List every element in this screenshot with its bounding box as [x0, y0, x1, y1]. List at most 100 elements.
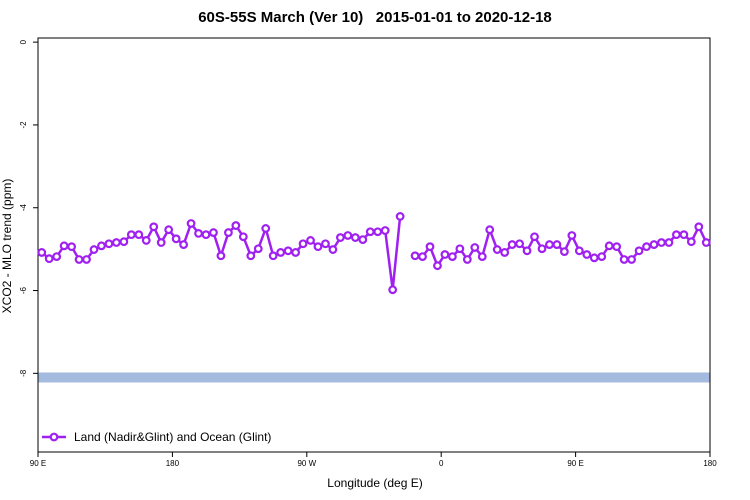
data-point	[149, 222, 159, 232]
data-point	[74, 255, 84, 264]
data-point	[485, 225, 495, 235]
data-point	[104, 239, 114, 249]
x-tick-label: 0	[439, 459, 444, 468]
y-tick-label: -6	[19, 286, 28, 294]
data-point	[522, 246, 532, 256]
data-point	[448, 252, 457, 261]
data-point	[537, 244, 547, 254]
x-tick-label: 90 W	[297, 459, 316, 468]
data-point	[216, 251, 226, 261]
data-point	[388, 285, 398, 295]
series-line	[40, 216, 708, 290]
data-point	[321, 239, 330, 249]
legend-marker	[49, 432, 59, 442]
data-point	[276, 248, 286, 257]
y-tick-label: 0	[19, 39, 28, 44]
data-point	[201, 230, 211, 240]
data-point	[545, 240, 554, 249]
data-point	[634, 246, 644, 256]
data-point	[395, 212, 405, 221]
data-point	[597, 252, 607, 261]
data-point	[694, 222, 704, 232]
data-point	[126, 230, 136, 240]
data-point	[261, 224, 271, 233]
data-point	[97, 241, 106, 251]
data-point	[44, 254, 54, 264]
data-point	[291, 248, 301, 257]
plot-frame	[37, 37, 711, 453]
data-point	[612, 242, 622, 252]
data-point	[492, 245, 502, 254]
chart-title: 60S-55S March (Ver 10) 2015-01-01 to 202…	[198, 9, 552, 26]
data-point	[567, 231, 577, 240]
data-point	[194, 229, 203, 238]
data-point	[686, 237, 696, 247]
data-point	[657, 238, 666, 247]
data-point	[672, 230, 681, 240]
data-point	[701, 238, 711, 247]
data-point	[186, 219, 196, 228]
data-point	[246, 251, 256, 261]
data-point	[582, 250, 592, 259]
data-point	[440, 250, 450, 259]
data-point	[425, 242, 435, 252]
data-point	[380, 226, 390, 235]
data-point	[560, 247, 569, 257]
data-point	[179, 240, 189, 249]
y-tick-label: -8	[19, 369, 28, 377]
data-point	[268, 251, 278, 261]
x-tick-label: 90 E	[30, 459, 46, 468]
data-point	[515, 239, 524, 249]
data-point	[37, 248, 47, 257]
data-point	[328, 245, 338, 254]
data-point	[433, 261, 442, 271]
data-point	[82, 255, 91, 264]
data-point	[679, 230, 689, 240]
data-point	[52, 252, 62, 261]
data-point	[604, 241, 614, 251]
x-tick-label: 90 E	[567, 459, 583, 468]
data-point	[373, 227, 383, 237]
x-axis-label: Longitude (deg E)	[327, 476, 422, 490]
data-point	[627, 255, 636, 264]
data-point	[171, 234, 181, 244]
data-point	[306, 236, 315, 245]
data-point	[298, 239, 308, 249]
data-point	[223, 228, 233, 237]
data-point	[619, 255, 629, 264]
data-point	[574, 246, 584, 256]
data-point	[164, 225, 174, 235]
data-point	[156, 238, 166, 247]
data-point	[343, 231, 353, 240]
data-point	[67, 242, 76, 252]
y-axis-label: XCO2 - MLO trend (ppm)	[0, 179, 14, 314]
data-point	[649, 240, 659, 249]
data-point	[358, 235, 368, 245]
x-tick-label: 180	[166, 459, 180, 468]
data-point	[313, 242, 323, 252]
data-point	[477, 252, 487, 261]
x-tick-label: 180	[703, 459, 717, 468]
data-point	[141, 236, 151, 245]
data-point	[418, 252, 427, 261]
data-point	[238, 232, 248, 242]
data-point	[455, 244, 465, 254]
data-point	[253, 244, 263, 254]
data-point	[507, 240, 517, 249]
data-point	[283, 246, 293, 256]
data-point	[410, 251, 420, 261]
data-point	[552, 240, 562, 249]
data-point	[231, 221, 241, 230]
data-point	[500, 248, 510, 257]
data-point	[365, 227, 375, 237]
data-point	[134, 230, 144, 240]
data-point	[119, 237, 129, 247]
data-point	[530, 232, 539, 242]
data-point	[664, 238, 674, 247]
data-point	[209, 228, 218, 237]
data-point	[642, 242, 651, 252]
data-point	[470, 243, 480, 252]
legend-label: Land (Nadir&Glint) and Ocean (Glint)	[74, 430, 271, 444]
data-point	[589, 253, 599, 263]
